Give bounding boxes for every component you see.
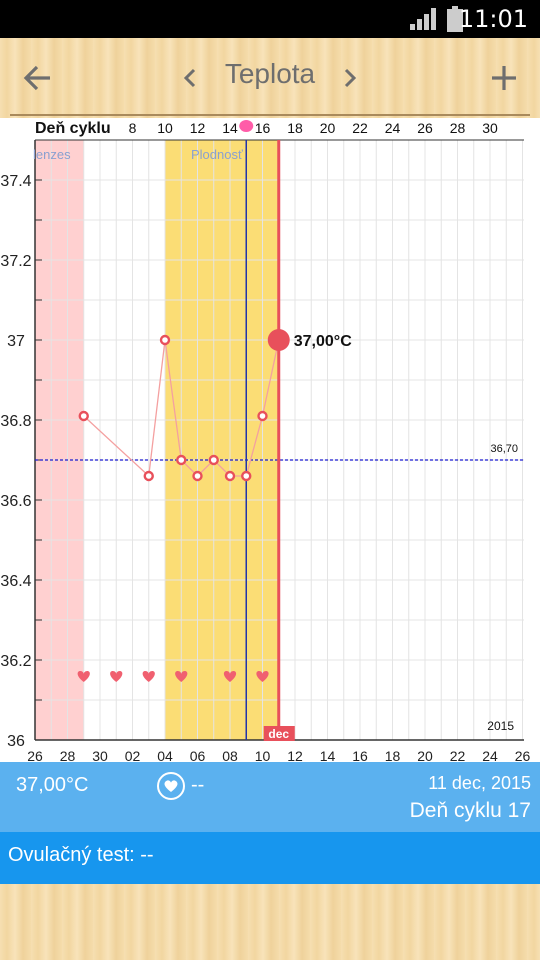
intercourse-heart-icon (77, 671, 90, 682)
top-axis-tick: 12 (190, 120, 206, 136)
y-tick-label: 37.4 (0, 173, 31, 190)
top-axis-tick: 24 (385, 120, 401, 136)
temperature-point (224, 470, 236, 482)
temperature-line (83, 339, 280, 478)
ovulation-marker-icon (239, 120, 254, 132)
intercourse-heart-icon (175, 671, 188, 682)
y-tick-label: 37 (7, 333, 25, 350)
x-tick-label: 18 (385, 748, 401, 762)
x-tick-label: 20 (417, 748, 433, 762)
bottom-background (0, 884, 540, 960)
signal-icon (410, 8, 436, 30)
temperature-chart[interactable]: 37.4 37.2 37 36.8 36.6 36.4 36.2 36 26 28 30 02 04 06… (0, 118, 540, 762)
menses-label: lenzes (33, 147, 71, 162)
top-axis-tick: 20 (320, 120, 336, 136)
x-tick-label: 24 (482, 748, 498, 762)
intercourse-heart-icon (110, 671, 123, 682)
y-tick-label: 36.2 (0, 653, 31, 670)
y-tick-label: 36.8 (0, 413, 31, 430)
intercourse-heart-icon (142, 671, 155, 682)
selected-date: 11 dec, 2015 (428, 773, 531, 793)
temperature-point (257, 410, 268, 422)
menses-band (35, 140, 84, 740)
month-marker-box (263, 726, 295, 741)
top-axis-tick: 8 (129, 120, 137, 136)
temperature-point (143, 470, 154, 482)
y-tick-label: 36.6 (0, 493, 31, 510)
battery-icon (447, 6, 463, 32)
x-tick-label: 06 (190, 748, 206, 762)
top-axis-tick: 16 (255, 120, 271, 136)
top-axis-tick: 30 (482, 120, 498, 136)
status-bar: 11:01 (0, 0, 540, 38)
x-tick-label: 12 (287, 748, 303, 762)
temperature-point (176, 454, 187, 466)
chevron-left-icon[interactable] (178, 62, 202, 94)
app-bar: Teplota (0, 38, 540, 118)
temperature-point (208, 454, 219, 466)
y-tick-label: 36.4 (0, 573, 31, 590)
clock: 11:01 (458, 5, 528, 33)
current-temperature-point (267, 329, 290, 351)
x-tick-label: 30 (92, 748, 108, 762)
day-info-bar[interactable]: 37,00°C -- 11 dec, 2015 Deň cyklu 17 (0, 762, 540, 832)
x-tick-label: 26 (515, 748, 531, 762)
top-axis-label: Deň cyklu (35, 120, 111, 137)
y-tick-label: 37.2 (0, 253, 31, 270)
temperature-point (241, 470, 252, 482)
heart-icon (157, 772, 185, 800)
intercourse-heart-icon (223, 671, 237, 682)
x-tick-label: 10 (255, 748, 271, 762)
month-marker: dec (268, 727, 289, 741)
cycle-day: Deň cyklu 17 (409, 799, 531, 822)
plus-icon[interactable] (484, 58, 524, 98)
top-axis-tick: 14 (222, 120, 238, 136)
temperature-point (159, 334, 171, 346)
x-tick-label: 22 (450, 748, 466, 762)
x-tick-label: 04 (157, 748, 173, 762)
fertile-label: Plodnosť (191, 147, 243, 162)
app-bar-divider (10, 114, 530, 116)
current-temperature-label: 37,00°C (294, 333, 352, 350)
temperature-point (78, 410, 89, 422)
fertile-band (165, 140, 279, 740)
ovulation-test-label[interactable]: Ovulačný test: -- (8, 844, 154, 866)
x-tick-label: 26 (27, 748, 43, 762)
top-axis-tick: 28 (450, 120, 466, 136)
x-tick-label: 16 (352, 748, 368, 762)
coverline-label: 36,70 (490, 443, 518, 455)
back-arrow-icon[interactable] (20, 60, 56, 96)
intercourse-heart-icon (256, 671, 269, 682)
x-tick-label: 14 (320, 748, 336, 762)
top-axis-tick: 26 (417, 120, 433, 136)
page-title: Teplota (224, 58, 316, 89)
temperature-point (192, 470, 203, 482)
top-axis-tick: 22 (352, 120, 368, 136)
top-axis-tick: 10 (157, 120, 173, 136)
intercourse-value: -- (191, 774, 205, 796)
x-tick-label: 02 (125, 748, 141, 762)
x-tick-label: 08 (222, 748, 238, 762)
year-label: 2015 (487, 719, 514, 733)
y-tick-label: 36 (7, 733, 25, 750)
x-tick-label: 28 (60, 748, 76, 762)
ovulation-test-bar[interactable]: Ovulačný test: -- (0, 832, 540, 884)
chevron-right-icon[interactable] (338, 62, 362, 94)
top-axis-tick: 18 (287, 120, 303, 136)
temperature-value: 37,00°C (16, 774, 89, 796)
